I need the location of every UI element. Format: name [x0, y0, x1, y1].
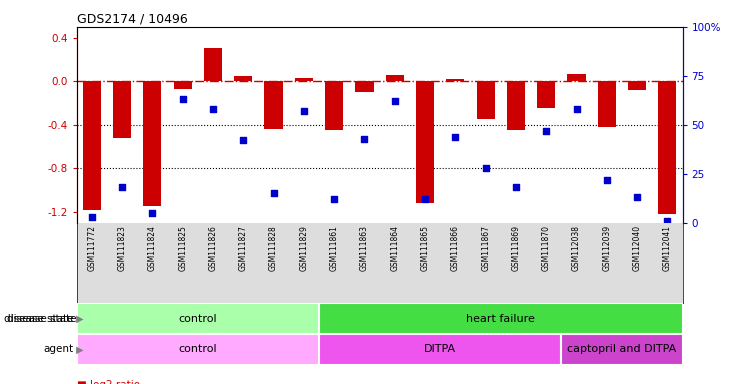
Text: disease state: disease state	[4, 314, 73, 324]
Text: GSM111829: GSM111829	[299, 225, 308, 271]
Bar	[143, 81, 161, 207]
Point	[540, 127, 552, 134]
Point	[177, 96, 188, 103]
Text: heart failure: heart failure	[466, 314, 535, 324]
Bar	[319, 303, 683, 334]
Text: agent: agent	[43, 344, 73, 354]
Text: GSM111865: GSM111865	[420, 225, 429, 271]
Text: captopril and DITPA: captopril and DITPA	[567, 344, 677, 354]
Text: GSM111863: GSM111863	[360, 225, 369, 271]
Point	[358, 136, 370, 142]
Point	[328, 196, 340, 202]
Text: GSM111826: GSM111826	[209, 225, 218, 271]
Text: GSM111824: GSM111824	[148, 225, 157, 271]
Text: GSM111861: GSM111861	[330, 225, 339, 271]
Point	[510, 184, 522, 190]
Text: GSM111864: GSM111864	[391, 225, 399, 271]
Point	[237, 137, 249, 144]
Bar	[325, 81, 343, 130]
Point	[661, 218, 673, 224]
Point	[631, 194, 643, 200]
Bar	[537, 81, 556, 108]
Text: GSM112041: GSM112041	[663, 225, 672, 271]
Point	[86, 214, 98, 220]
Bar	[567, 74, 585, 81]
Point	[450, 134, 461, 140]
Text: ■ log2 ratio: ■ log2 ratio	[77, 380, 139, 384]
Bar	[446, 79, 464, 81]
Point	[207, 106, 219, 112]
Bar	[416, 81, 434, 203]
Text: GSM111825: GSM111825	[178, 225, 187, 271]
Bar	[561, 334, 683, 365]
Point	[298, 108, 310, 114]
Bar	[234, 76, 253, 81]
Bar	[204, 48, 222, 81]
Bar	[264, 81, 283, 129]
Text: ▶: ▶	[73, 314, 84, 324]
Bar	[598, 81, 616, 127]
Text: GSM111866: GSM111866	[451, 225, 460, 271]
Text: ▶: ▶	[73, 344, 84, 354]
Point	[601, 177, 612, 183]
Bar	[385, 75, 404, 81]
Bar	[477, 81, 495, 119]
Text: control: control	[179, 344, 217, 354]
Bar	[113, 81, 131, 138]
Text: GSM112038: GSM112038	[572, 225, 581, 271]
Text: GSM111823: GSM111823	[118, 225, 126, 271]
Bar	[295, 78, 313, 81]
Point	[480, 165, 491, 171]
Bar	[77, 334, 319, 365]
Bar	[356, 81, 374, 92]
Point	[571, 106, 583, 112]
Point	[419, 196, 431, 202]
Bar	[319, 334, 561, 365]
Bar	[82, 81, 101, 210]
Point	[389, 98, 401, 104]
Text: disease state: disease state	[7, 314, 77, 324]
Bar	[77, 303, 319, 334]
Text: control: control	[179, 314, 217, 324]
Text: GSM111772: GSM111772	[88, 225, 96, 271]
Text: DITPA: DITPA	[424, 344, 456, 354]
Point	[147, 210, 158, 216]
Text: GSM111827: GSM111827	[239, 225, 247, 271]
Point	[116, 184, 128, 190]
Text: GDS2174 / 10496: GDS2174 / 10496	[77, 13, 188, 26]
Bar	[658, 81, 677, 214]
Text: GSM111870: GSM111870	[542, 225, 550, 271]
Bar	[174, 81, 192, 89]
Text: GSM112039: GSM112039	[602, 225, 611, 271]
Text: GSM112040: GSM112040	[633, 225, 642, 271]
Bar	[628, 81, 646, 90]
Point	[268, 190, 280, 197]
Text: GSM111869: GSM111869	[512, 225, 520, 271]
Bar	[507, 81, 525, 130]
Text: GSM111828: GSM111828	[269, 225, 278, 271]
Text: GSM111867: GSM111867	[481, 225, 490, 271]
